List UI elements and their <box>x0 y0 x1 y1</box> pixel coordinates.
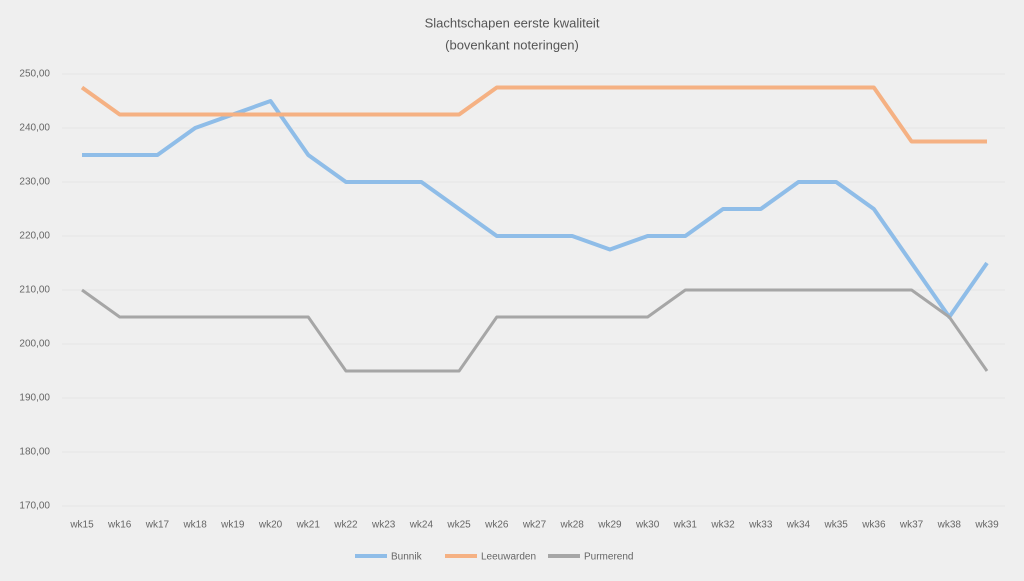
x-tick-label: wk37 <box>899 520 924 531</box>
chart-title: Slachtschapen eerste kwaliteit <box>425 15 600 30</box>
y-tick-label: 200,00 <box>19 339 50 350</box>
x-tick-label: wk31 <box>673 520 698 531</box>
x-tick-label: wk26 <box>484 520 509 531</box>
legend-label: Bunnik <box>391 552 423 563</box>
x-tick-label: wk23 <box>371 520 396 531</box>
x-tick-label: wk21 <box>296 520 321 531</box>
x-tick-label: wk15 <box>69 520 94 531</box>
x-tick-label: wk30 <box>635 520 660 531</box>
x-tick-label: wk27 <box>522 520 547 531</box>
y-tick-label: 250,00 <box>19 69 50 80</box>
x-tick-label: wk39 <box>974 520 999 531</box>
x-tick-label: wk19 <box>220 520 245 531</box>
legend-label: Leeuwarden <box>481 552 536 563</box>
x-tick-label: wk29 <box>597 520 622 531</box>
series-line <box>80 85 987 144</box>
x-tick-label: wk33 <box>748 520 773 531</box>
y-tick-label: 180,00 <box>19 447 50 458</box>
x-tick-label: wk22 <box>333 520 358 531</box>
x-tick-label: wk20 <box>258 520 283 531</box>
series-line <box>82 99 989 319</box>
x-tick-label: wk32 <box>710 520 735 531</box>
y-tick-label: 170,00 <box>19 501 50 512</box>
y-tick-label: 240,00 <box>19 123 50 134</box>
x-tick-label: wk38 <box>937 520 962 531</box>
x-tick-label: wk36 <box>861 520 886 531</box>
x-tick-label: wk16 <box>107 520 132 531</box>
series-line <box>81 288 989 373</box>
x-tick-label: wk28 <box>560 520 585 531</box>
x-tick-label: wk25 <box>446 520 471 531</box>
x-tick-label: wk18 <box>182 520 207 531</box>
chart-subtitle: (bovenkant noteringen) <box>445 37 579 52</box>
y-tick-label: 190,00 <box>19 393 50 404</box>
x-tick-label: wk24 <box>409 520 434 531</box>
y-tick-label: 230,00 <box>19 177 50 188</box>
legend-label: Purmerend <box>584 552 633 563</box>
x-tick-label: wk35 <box>823 520 848 531</box>
y-tick-label: 210,00 <box>19 285 50 296</box>
x-tick-label: wk34 <box>786 520 811 531</box>
y-tick-label: 220,00 <box>19 231 50 242</box>
x-tick-label: wk17 <box>145 520 170 531</box>
